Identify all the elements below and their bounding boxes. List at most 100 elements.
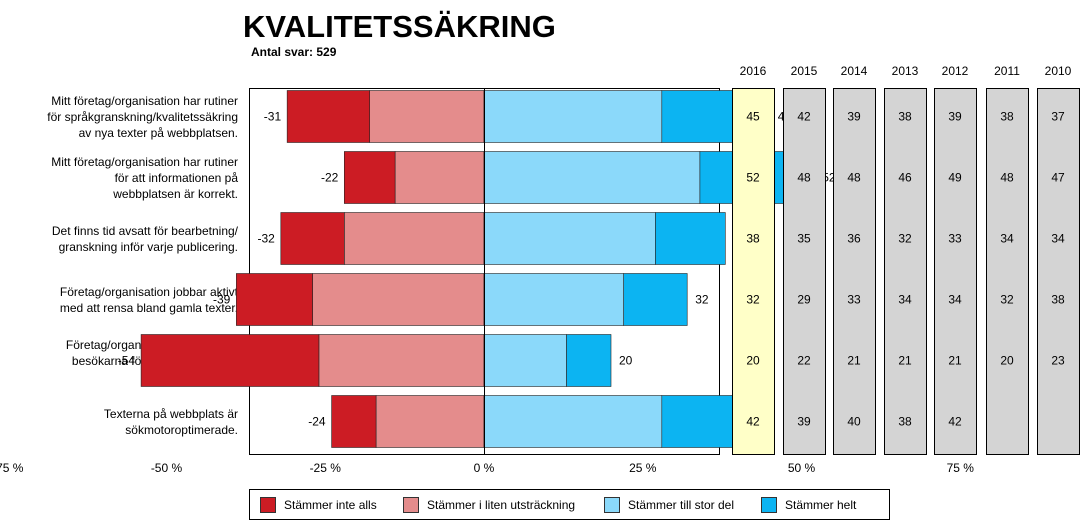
- x-tick-label: 75 %: [947, 461, 975, 475]
- question-label: Företag/organisation jobbar aktivt med at…: [2, 284, 238, 316]
- history-value: 45: [746, 110, 760, 124]
- legend-label: Stämmer helt: [785, 498, 857, 512]
- history-value: 37: [1051, 110, 1065, 124]
- x-tick-label: -75 %: [0, 461, 24, 475]
- history-value: 40: [847, 415, 861, 429]
- history-value: 20: [746, 354, 760, 368]
- year-header: 2016: [740, 64, 767, 78]
- question-label-line: av nya texter på webbplatsen.: [78, 125, 238, 140]
- question-label-line: Mitt företag/organisation har rutiner: [51, 154, 238, 169]
- bar-segment: [394, 151, 485, 204]
- data-label-positive: 32: [695, 293, 709, 307]
- bar-segment: [483, 273, 624, 326]
- data-label-positive: 20: [619, 354, 633, 368]
- history-value: 21: [898, 354, 912, 368]
- history-value: 49: [948, 171, 962, 185]
- history-value: 34: [1000, 232, 1014, 246]
- question-label: Mitt företag/organisation har rutiner för…: [2, 154, 238, 202]
- bar-segment: [343, 212, 485, 265]
- history-value: 32: [898, 232, 912, 246]
- year-column: [833, 88, 876, 455]
- legend-swatch: [761, 497, 777, 513]
- history-value: 38: [1000, 110, 1014, 124]
- data-label-negative: -39: [213, 293, 231, 307]
- history-value: 33: [847, 293, 861, 307]
- question-label-line: Företag/organisation jobbar aktivt: [59, 284, 238, 299]
- data-label-negative: -22: [321, 171, 339, 185]
- history-value: 38: [898, 415, 912, 429]
- history-value: 46: [898, 171, 912, 185]
- legend-label: Stämmer i liten utsträckning: [427, 498, 576, 512]
- bar-segment: [280, 212, 345, 265]
- bar-segment: [623, 273, 688, 326]
- year-column: [1037, 88, 1080, 455]
- bar-segment: [483, 395, 663, 448]
- history-value: 38: [746, 232, 760, 246]
- history-value: 20: [1000, 354, 1014, 368]
- legend-swatch: [403, 497, 419, 513]
- bar-segment: [318, 334, 485, 387]
- history-value: 32: [746, 293, 760, 307]
- bar-segment: [375, 395, 485, 448]
- history-value: 42: [948, 415, 962, 429]
- history-value: 47: [1051, 171, 1065, 185]
- year-column: [732, 88, 775, 455]
- year-header: 2014: [841, 64, 868, 78]
- bar-segment: [483, 151, 701, 204]
- bar-segment: [236, 273, 313, 326]
- question-label-line: sökmotoroptimerade.: [125, 422, 238, 437]
- legend: Stämmer inte alls Stämmer i liten utsträ…: [249, 489, 890, 520]
- bar-segment: [566, 334, 612, 387]
- bar-segment: [483, 90, 663, 143]
- year-column: [986, 88, 1029, 455]
- history-value: 48: [847, 171, 861, 185]
- response-count: Antal svar: 529: [251, 45, 337, 59]
- chart: -31 45 -22 52 -32 38 -39 32 -54 20 -24 42 -75 % -50 %…: [0, 64, 1080, 475]
- data-label-negative: -31: [264, 110, 282, 124]
- bar-segment: [369, 90, 485, 143]
- page-title: KVALITETSSÄKRING: [243, 9, 556, 44]
- history-value: 29: [797, 293, 811, 307]
- year-column: [934, 88, 977, 455]
- question-label-line: Det finns tid avsatt för bearbetning/: [51, 223, 238, 238]
- question-label-line: webbplatsen är korrekt.: [113, 186, 238, 201]
- x-tick-label: -25 %: [310, 461, 342, 475]
- history-value: 34: [898, 293, 912, 307]
- question-label: Mitt företag/organisation har rutiner för…: [2, 93, 238, 141]
- x-tick-label: -50 %: [151, 461, 183, 475]
- bar-segment: [312, 273, 485, 326]
- question-label: Det finns tid avsatt för bearbetning/gra…: [2, 223, 238, 255]
- data-label-negative: -24: [308, 415, 326, 429]
- question-label-line: för att informationen på: [114, 170, 238, 185]
- question-label-line: med att rensa bland gamla texter.: [59, 300, 238, 315]
- history-value: 33: [948, 232, 962, 246]
- legend-label: Stämmer inte alls: [284, 498, 377, 512]
- history-value: 38: [1051, 293, 1065, 307]
- history-value: 34: [948, 293, 962, 307]
- history-value: 22: [797, 354, 811, 368]
- bar-segment: [655, 212, 726, 265]
- history-value: 32: [1000, 293, 1014, 307]
- legend-swatch: [260, 497, 276, 513]
- history-value: 39: [847, 110, 861, 124]
- history-value: 21: [948, 354, 962, 368]
- question-label-line: granskning inför varje publicering.: [58, 239, 238, 254]
- history-value: 38: [898, 110, 912, 124]
- x-tick-label: 50 %: [788, 461, 816, 475]
- history-value: 34: [1051, 232, 1065, 246]
- x-tick-label: 0 %: [474, 461, 495, 475]
- history-value: 36: [847, 232, 861, 246]
- history-value: 39: [797, 415, 811, 429]
- bar-segment: [286, 90, 370, 143]
- bar-segment: [483, 334, 567, 387]
- question-label: Texterna på webbplats är sökmotoroptimera…: [2, 406, 238, 438]
- history-value: 48: [797, 171, 811, 185]
- year-column: [884, 88, 927, 455]
- year-header: 2013: [892, 64, 919, 78]
- data-label-negative: -32: [257, 232, 275, 246]
- question-label-line: Texterna på webbplats är: [103, 406, 238, 421]
- question-label-line: för språkgranskning/kvalitetssäkring: [47, 109, 238, 124]
- history-value: 35: [797, 232, 811, 246]
- legend-swatch: [604, 497, 620, 513]
- history-value: 52: [746, 171, 760, 185]
